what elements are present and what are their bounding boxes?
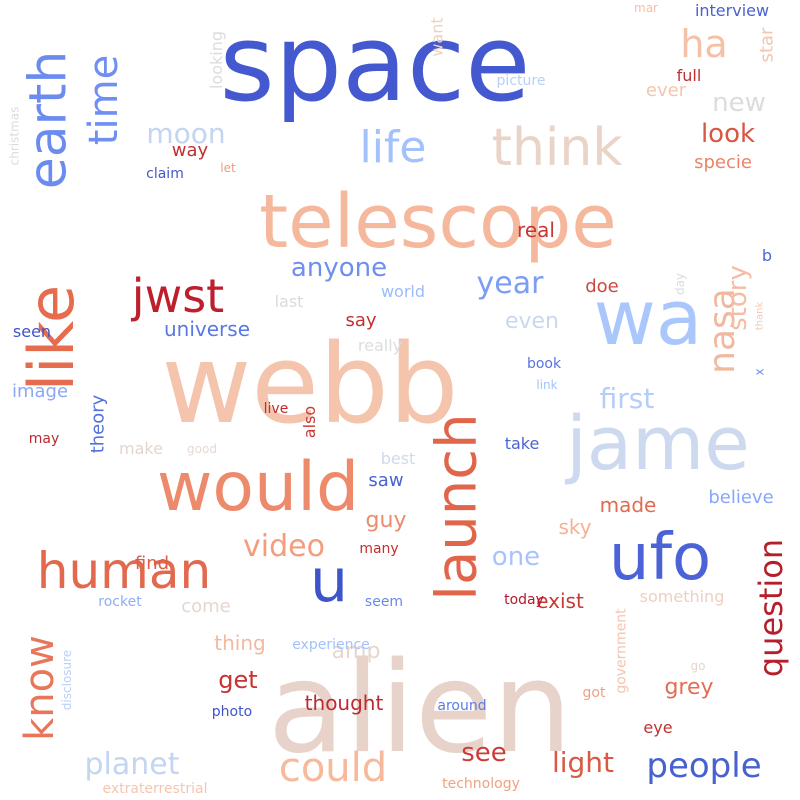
word-may: may [28, 431, 60, 447]
word-live: live [263, 401, 289, 417]
word-ufo: ufo [608, 521, 712, 595]
word-wa: wa [593, 273, 703, 362]
word-let: let [220, 161, 236, 175]
word-one: one [491, 542, 541, 572]
word-best: best [380, 449, 416, 468]
word-last: last [274, 292, 304, 311]
word-technology: technology [442, 776, 520, 792]
word-extraterrestrial: extraterrestrial [102, 781, 208, 797]
word-many: many [359, 541, 399, 557]
word-go: go [690, 659, 706, 673]
word-mar: mar [634, 1, 658, 15]
word-life: life [359, 122, 427, 173]
word-way: way [171, 140, 209, 161]
word-link: link [536, 378, 558, 392]
word-ha: ha [680, 22, 728, 66]
word-come: come [181, 596, 231, 617]
word-see: see [461, 738, 507, 768]
word-universe: universe [164, 317, 250, 341]
word-real: real [517, 218, 555, 242]
word-new: new [712, 88, 766, 118]
word-first: first [599, 382, 655, 415]
word-telescope: telescope [259, 179, 617, 265]
word-specie: specie [694, 152, 752, 173]
word-claim: claim [146, 166, 184, 182]
word-picture: picture [496, 73, 546, 89]
word-today: today [504, 592, 544, 608]
word-photo: photo [211, 704, 253, 720]
word-eye: eye [643, 718, 673, 737]
word-ever: ever [645, 80, 687, 101]
word-thing: thing [214, 631, 266, 655]
word-amp: amp [331, 639, 381, 664]
word-planet: planet [84, 747, 180, 782]
word-thought: thought [304, 691, 384, 715]
word-launch: launch [424, 413, 490, 601]
word-theory: theory [86, 394, 108, 454]
word-doe: doe [585, 276, 619, 297]
word-human: human [36, 542, 212, 600]
word-seem: seem [364, 594, 404, 610]
word-look: look [700, 119, 756, 149]
word-looking: looking [207, 30, 226, 90]
word-light: light [551, 746, 615, 779]
word-time: time [81, 54, 127, 146]
word-jame: jame [566, 401, 750, 487]
word-exist: exist [536, 589, 584, 613]
word-image: image [11, 381, 69, 402]
word-also: also [300, 405, 319, 439]
word-would: would [156, 448, 360, 527]
word-could: could [278, 745, 388, 791]
word-think: think [491, 118, 623, 178]
word-grey: grey [664, 675, 714, 700]
word-government: government [613, 608, 630, 694]
word-question: question [752, 538, 790, 678]
word-make: make [119, 439, 163, 458]
word-thank: thank [753, 301, 765, 331]
word-want: want [428, 17, 447, 57]
word-rocket: rocket [98, 594, 142, 610]
word-people: people [646, 746, 762, 786]
word-take: take [504, 434, 540, 453]
word-u: u [309, 546, 349, 616]
word-disclosure: disclosure [59, 649, 74, 711]
word-earth: earth [18, 50, 78, 190]
word-jwst: jwst [131, 269, 225, 323]
word-seen: seen [12, 322, 52, 341]
word-saw: saw [368, 470, 404, 491]
word-b: b [761, 246, 773, 265]
word-webb: webb [161, 320, 459, 448]
word-interview: interview [694, 1, 770, 20]
word-say: say [345, 310, 377, 331]
word-know: know [17, 635, 64, 741]
word-space: space [219, 2, 531, 125]
word-get: get [218, 666, 258, 694]
word-year: year [476, 266, 544, 301]
word-even: even [504, 309, 560, 334]
word-find: find [134, 553, 170, 574]
word-really: really [357, 336, 403, 355]
word-something: something [639, 587, 725, 606]
word-sky: sky [558, 515, 592, 539]
word-star: star [756, 27, 777, 63]
word-world: world [380, 282, 426, 301]
word-good: good [187, 442, 217, 456]
word-video: video [243, 529, 325, 564]
word-alien: alien [267, 634, 573, 781]
word-experience: experience [292, 637, 370, 653]
word-around: around [437, 698, 487, 714]
word-guy: guy [365, 508, 407, 533]
word-believe: believe [708, 487, 774, 508]
word-moon: moon [146, 117, 226, 150]
word-day: day [672, 272, 687, 296]
word-made: made [599, 493, 657, 517]
word-got: got [582, 685, 606, 701]
word-x: x [752, 368, 767, 376]
word-story: story [722, 265, 753, 331]
word-book: book [526, 356, 562, 372]
word-full: full [676, 66, 702, 85]
word-christmas: christmas [7, 106, 22, 166]
word-anyone: anyone [290, 253, 388, 283]
